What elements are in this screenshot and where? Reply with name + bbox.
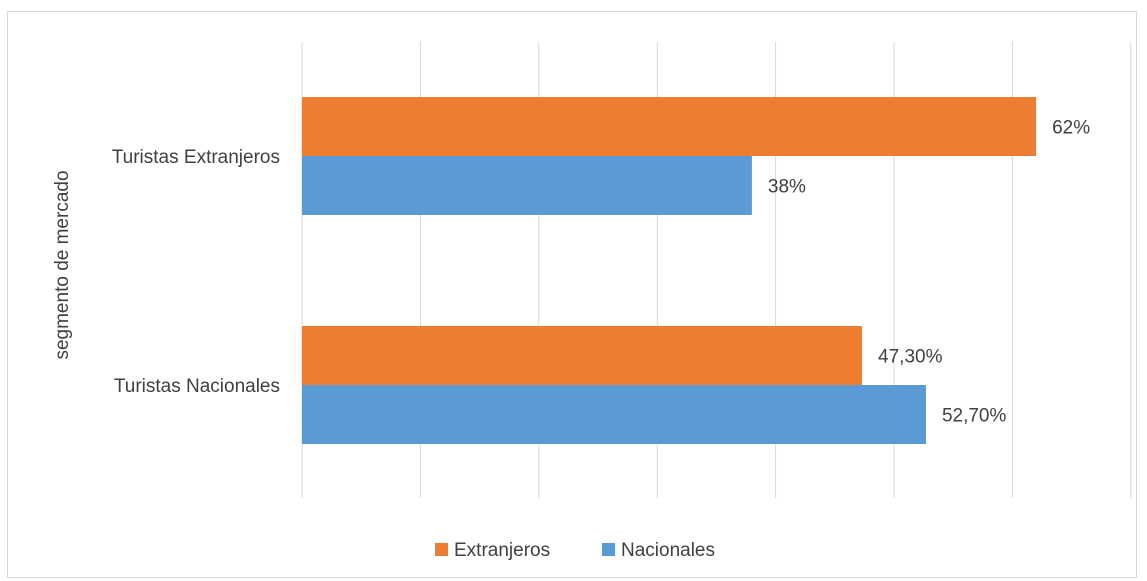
bar-extranjeros-2 [302, 326, 863, 385]
bar-nacionales-2 [302, 385, 926, 444]
value-labels: 62% 38% 47,30% 52,70% [768, 118, 1090, 427]
legend-swatch-nacionales [602, 543, 615, 556]
bars [302, 97, 1037, 444]
data-label-nacionales-1: 38% [768, 177, 806, 198]
legend-label-extranjeros: Extranjeros [454, 540, 550, 561]
data-label-nacionales-2: 52,70% [942, 406, 1007, 427]
category-label-2: Turistas Nacionales [114, 376, 280, 397]
category-labels: Turistas Extranjeros Turistas Nacionales [112, 147, 280, 397]
legend-swatch-extranjeros [435, 543, 448, 556]
data-label-extranjeros-2: 47,30% [878, 347, 943, 368]
y-axis-title: segmento de mercado [52, 170, 73, 359]
bar-nacionales-1 [302, 156, 752, 215]
bar-extranjeros-1 [302, 97, 1037, 156]
category-label-1: Turistas Extranjeros [112, 147, 280, 168]
legend-label-nacionales: Nacionales [621, 540, 715, 561]
data-label-extranjeros-1: 62% [1052, 118, 1090, 139]
legend: Extranjeros Nacionales [435, 540, 715, 561]
